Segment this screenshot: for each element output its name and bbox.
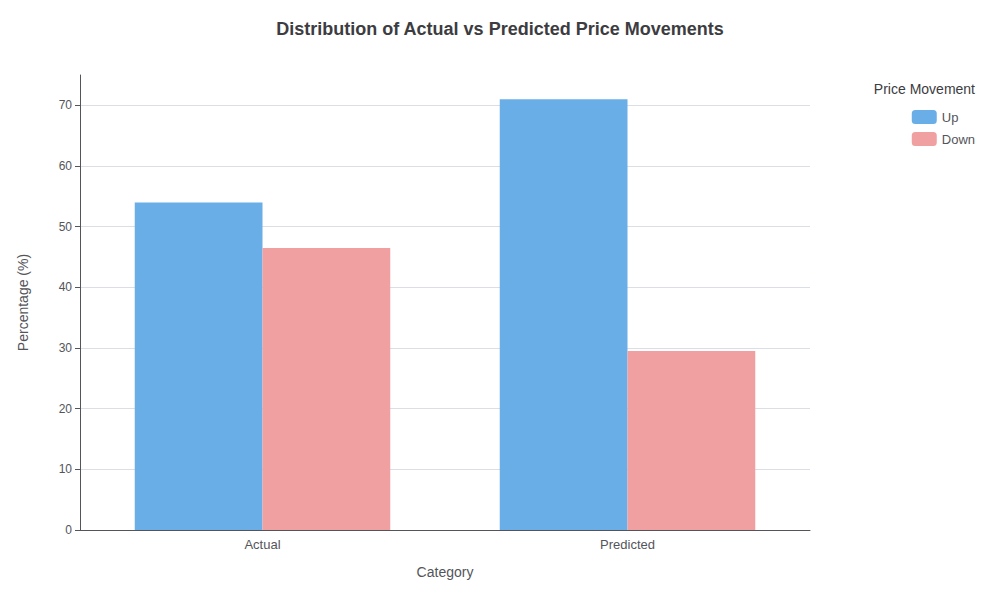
svg-text:0: 0: [65, 523, 72, 537]
svg-text:10: 10: [59, 462, 73, 476]
svg-text:Percentage (%): Percentage (%): [15, 254, 31, 351]
svg-text:70: 70: [59, 98, 73, 112]
svg-text:20: 20: [59, 402, 73, 416]
svg-text:Actual: Actual: [244, 537, 280, 552]
svg-text:Down: Down: [942, 132, 975, 147]
svg-text:Distribution of Actual vs Pred: Distribution of Actual vs Predicted Pric…: [276, 19, 723, 39]
svg-text:Category: Category: [417, 564, 474, 580]
svg-text:Predicted: Predicted: [600, 537, 655, 552]
svg-text:Up: Up: [942, 110, 959, 125]
svg-text:30: 30: [59, 341, 73, 355]
svg-text:60: 60: [59, 159, 73, 173]
svg-text:50: 50: [59, 220, 73, 234]
svg-text:40: 40: [59, 280, 73, 294]
svg-text:Price Movement: Price Movement: [874, 81, 975, 97]
